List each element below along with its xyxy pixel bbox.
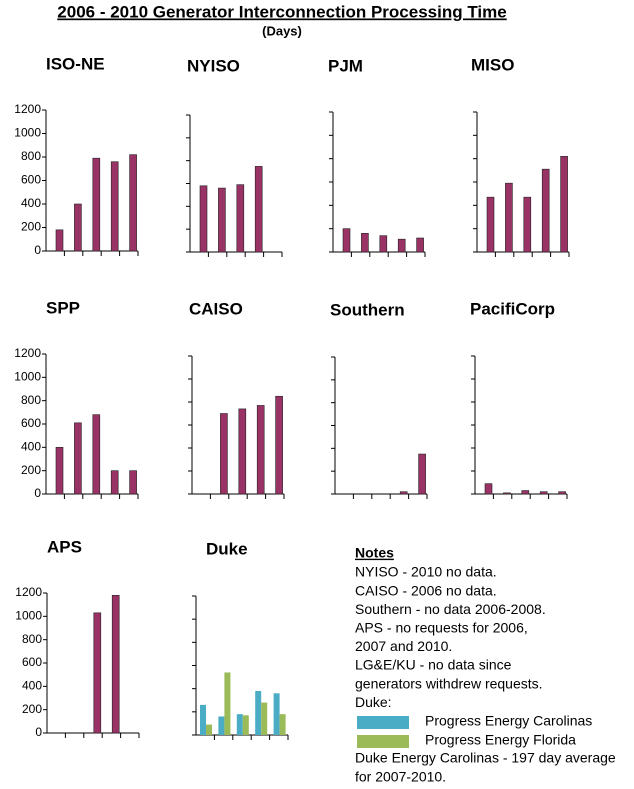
y-tick-label: 1200 <box>14 346 41 360</box>
bar <box>200 704 206 735</box>
bar <box>255 690 262 735</box>
note-line: CAISO - 2006 no data. <box>355 582 497 598</box>
bar <box>254 166 263 253</box>
chart-title: PJM <box>328 56 363 75</box>
y-tick-label: 1200 <box>14 102 41 116</box>
note-footer: Duke Energy Carolinas - 197 day average <box>355 750 616 766</box>
bar <box>418 453 426 495</box>
bar <box>560 156 568 253</box>
bar <box>236 184 245 253</box>
bar <box>206 724 212 735</box>
chart-title: MISO <box>471 55 514 74</box>
bar <box>93 612 102 734</box>
bar <box>539 491 548 495</box>
y-tick-label: 0 <box>34 486 41 500</box>
bar <box>218 716 225 735</box>
y-tick-label: 1000 <box>14 370 41 384</box>
y-tick-label: 400 <box>21 196 41 210</box>
bar <box>361 233 369 253</box>
y-tick-label: 200 <box>22 702 42 716</box>
y-tick-label: 600 <box>22 655 42 669</box>
bar <box>521 490 530 495</box>
bar <box>503 492 511 495</box>
note-line: Duke: <box>355 694 392 710</box>
y-tick-label: 800 <box>21 393 41 407</box>
legend-swatch <box>357 735 409 748</box>
y-tick-label: 1200 <box>15 585 42 599</box>
bar <box>129 470 137 495</box>
bar <box>273 693 280 735</box>
bar <box>279 714 286 735</box>
bar <box>55 447 64 495</box>
bar <box>523 196 532 253</box>
bar <box>238 408 247 495</box>
bar <box>484 483 493 495</box>
y-tick-label: 200 <box>21 220 41 234</box>
y-tick-label: 0 <box>35 725 42 739</box>
bar <box>379 235 388 253</box>
bar <box>220 413 228 495</box>
bar <box>224 672 231 735</box>
legend-label: Progress Energy Carolinas <box>425 713 592 729</box>
chart-title: Duke <box>206 539 248 558</box>
bar <box>92 414 101 495</box>
chart-title: Southern <box>330 300 405 319</box>
bar <box>541 168 550 253</box>
y-tick-label: 1000 <box>15 609 42 623</box>
note-line: 2007 and 2010. <box>355 638 452 654</box>
chart-title: SPP <box>46 298 80 317</box>
y-tick-label: 0 <box>34 243 41 257</box>
bar <box>261 702 268 735</box>
note-line: LG&E/KU - no data since <box>355 657 512 673</box>
chart-title: NYISO <box>187 56 240 75</box>
bar <box>110 470 119 495</box>
note-line: generators withdrew requests. <box>355 675 543 691</box>
bar <box>110 161 119 252</box>
bar <box>558 491 566 495</box>
y-tick-label: 400 <box>21 440 41 454</box>
bar <box>74 203 82 252</box>
chart-title: APS <box>47 537 82 556</box>
y-tick-label: 1000 <box>14 126 41 140</box>
bar <box>242 715 249 735</box>
bar <box>486 196 495 253</box>
note-footer: for 2007-2010. <box>355 769 446 785</box>
legend-label: Progress Energy Florida <box>425 732 576 748</box>
chart-title: PacifiCorp <box>470 299 555 318</box>
y-tick-label: 600 <box>21 416 41 430</box>
page-title: 2006 - 2010 Generator Interconnection Pr… <box>57 2 506 21</box>
note-line: Southern - no data 2006-2008. <box>355 601 546 617</box>
legend-swatch <box>357 716 409 729</box>
chart-title: ISO-NE <box>46 54 105 73</box>
bar <box>111 595 120 734</box>
bar <box>397 238 406 253</box>
page-subtitle: (Days) <box>262 23 302 38</box>
y-tick-label: 800 <box>21 149 41 163</box>
bar <box>218 187 226 253</box>
bar <box>275 395 283 495</box>
bar <box>505 182 513 253</box>
bar <box>236 714 243 735</box>
bar <box>342 228 351 253</box>
note-line: NYISO - 2010 no data. <box>355 564 497 580</box>
y-tick-label: 400 <box>22 679 42 693</box>
chart-title: CAISO <box>189 299 243 318</box>
y-tick-label: 600 <box>21 173 41 187</box>
bar <box>256 405 265 495</box>
bar <box>92 157 101 252</box>
bar <box>199 185 208 253</box>
bar <box>129 154 137 252</box>
bar <box>55 229 64 252</box>
notes-title: Notes <box>355 545 394 561</box>
y-tick-label: 800 <box>22 632 42 646</box>
bar <box>399 491 408 495</box>
y-tick-label: 200 <box>21 463 41 477</box>
note-line: APS - no requests for 2006, <box>355 620 528 636</box>
bar <box>416 237 424 253</box>
bar <box>74 422 82 495</box>
